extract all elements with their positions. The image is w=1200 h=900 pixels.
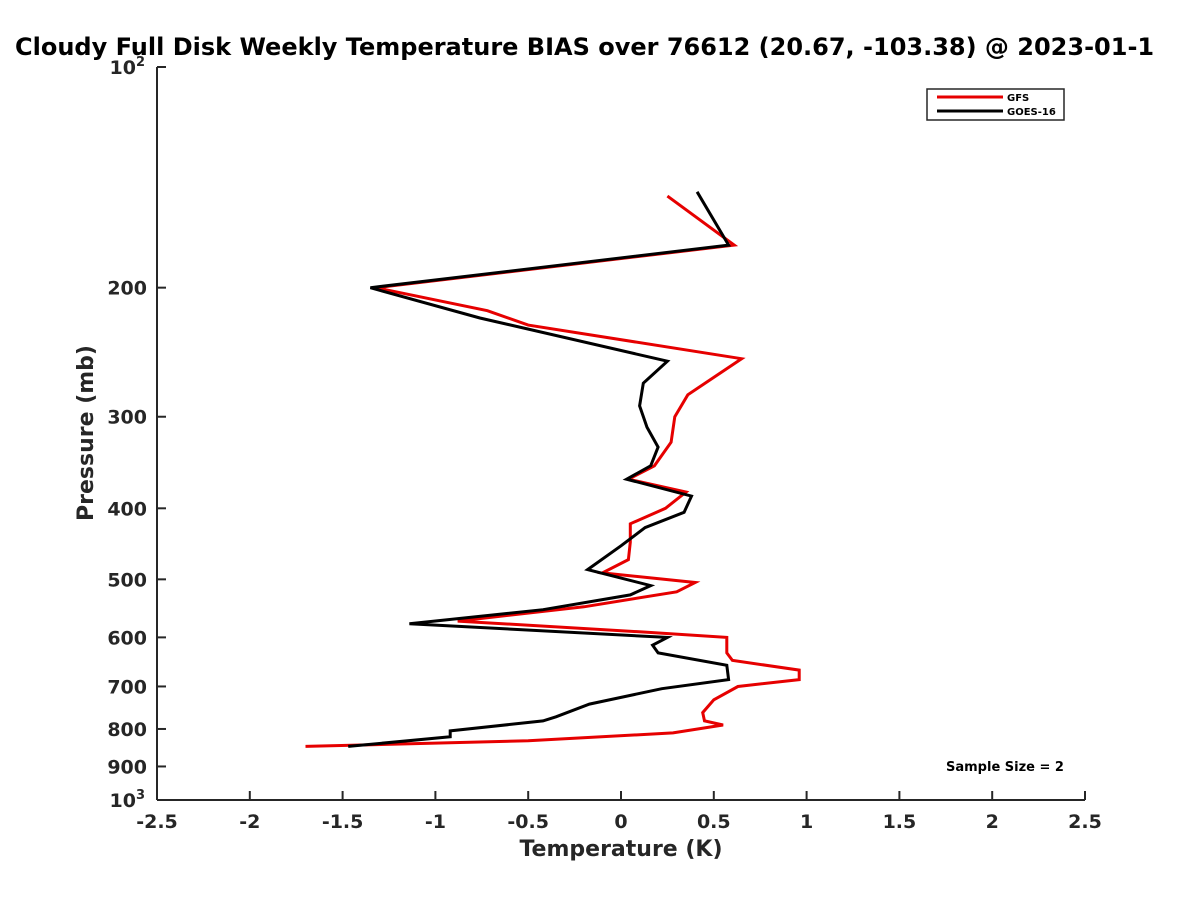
legend-label-goes-16: GOES-16 — [1007, 107, 1056, 118]
y-tick-label: 600 — [107, 627, 147, 649]
y-tick-label: 900 — [107, 756, 147, 778]
x-tick-label: 0.5 — [697, 811, 731, 833]
x-axis-label: Temperature (K) — [519, 837, 722, 862]
y-tick-label: 103 — [110, 788, 146, 812]
x-tick-label: 1.5 — [883, 811, 917, 833]
legend-label-gfs: GFS — [1007, 93, 1029, 104]
y-tick-label: 700 — [107, 676, 147, 698]
x-tick-label: -1 — [425, 811, 446, 833]
y-axis-label: Pressure (mb) — [74, 345, 99, 521]
y-tick-label: 800 — [107, 719, 147, 741]
x-tick-label: 2.5 — [1068, 811, 1102, 833]
series-line-goes-16 — [348, 191, 732, 748]
x-tick-label: -1.5 — [322, 811, 364, 833]
x-tick-label: 2 — [986, 811, 999, 833]
y-tick-label: 102 — [110, 55, 146, 79]
x-tick-label: -2 — [239, 811, 260, 833]
axes: -2.5 -2 -1.5 -1 -0.5 0 0.5 1 1.5 2 2.5 200 300 400 500… — [107, 55, 1102, 833]
x-tick-label: -2.5 — [136, 811, 178, 833]
y-tick-label: 200 — [107, 278, 147, 300]
x-tick-label: 1 — [800, 811, 813, 833]
chart-title: Cloudy Full Disk Weekly Temperature BIAS… — [15, 33, 1154, 61]
y-tick-label: 300 — [107, 407, 147, 429]
plot-area — [305, 191, 801, 748]
y-tick-label: 400 — [107, 498, 147, 520]
legend-box — [926, 88, 1065, 121]
x-tick-label: 0 — [614, 811, 627, 833]
series-line-gfs — [305, 194, 801, 748]
sample-size-annotation: Sample Size = 2 — [946, 760, 1064, 775]
legend: GFS GOES-16 — [926, 88, 1065, 121]
y-tick-label: 500 — [107, 569, 147, 591]
x-tick-label: -0.5 — [507, 811, 549, 833]
